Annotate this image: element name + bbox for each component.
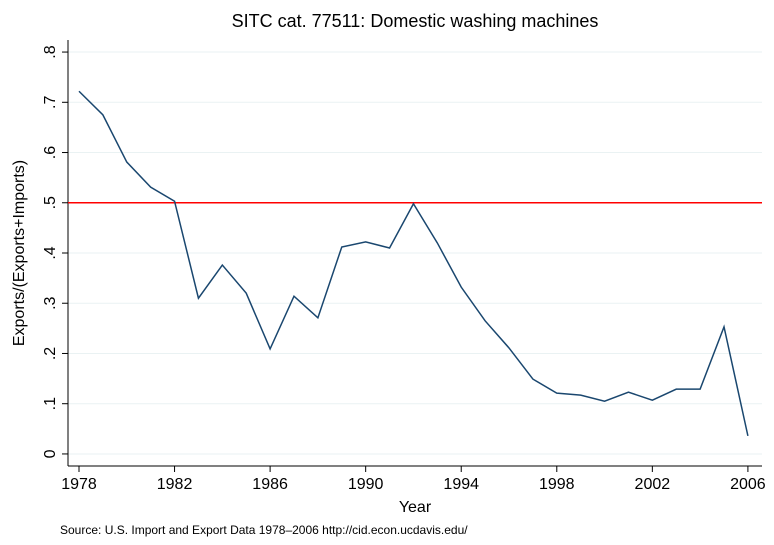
y-tick-label: .1	[42, 397, 59, 410]
chart-title: SITC cat. 77511: Domestic washing machin…	[232, 11, 599, 31]
x-tick-label: 1982	[157, 476, 193, 493]
y-axis-label: Exports/(Exports+Imports)	[11, 160, 28, 346]
x-tick-label: 1990	[348, 476, 384, 493]
y-tick-label: .2	[42, 347, 59, 360]
y-tick-label: .6	[42, 146, 59, 159]
data-line	[78, 90, 749, 437]
x-tick-label: 2002	[635, 476, 671, 493]
x-tick-label: 1994	[443, 476, 479, 493]
y-tick-label: .7	[42, 96, 59, 109]
y-tick-label: .8	[42, 45, 59, 58]
x-tick-label: 1998	[539, 476, 575, 493]
x-tick-label: 1986	[252, 476, 288, 493]
y-tick-label: .4	[42, 246, 59, 259]
x-tick-label: 1978	[61, 476, 97, 493]
y-tick-label: .5	[42, 196, 59, 209]
x-axis-label: Year	[399, 499, 432, 516]
y-tick-label: 0	[42, 449, 59, 458]
x-tick-label: 2006	[730, 476, 766, 493]
y-tick-label: .3	[42, 296, 59, 309]
source-note: Source: U.S. Import and Export Data 1978…	[60, 523, 468, 537]
